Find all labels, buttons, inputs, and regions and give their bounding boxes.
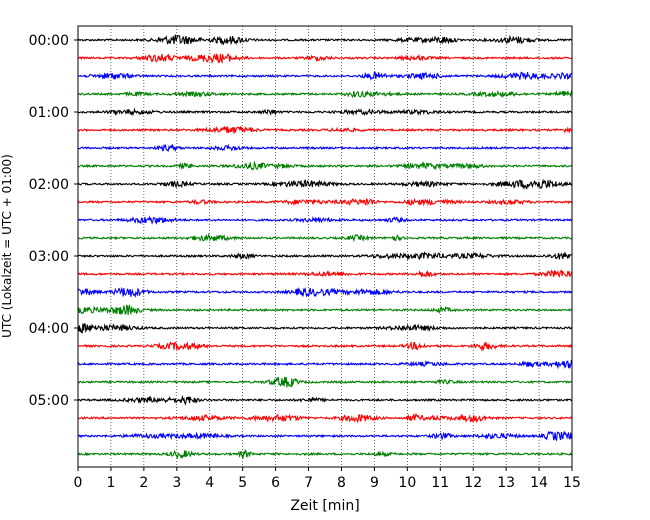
trace-row-21 (77, 413, 573, 424)
y-tick-label: 00:00 (29, 33, 69, 49)
x-tick-label: 12 (464, 475, 482, 491)
trace-row-2 (77, 71, 573, 81)
x-tick-label: 13 (497, 475, 515, 491)
trace-row-12 (77, 251, 573, 261)
trace-row-14 (77, 286, 573, 299)
x-tick-label: 4 (205, 475, 214, 491)
trace-row-22 (77, 430, 573, 442)
trace-row-16 (77, 323, 573, 334)
x-tick-label: 5 (238, 475, 247, 491)
x-tick-label: 0 (74, 475, 83, 491)
x-tick-label: 3 (172, 475, 181, 491)
plot-frame (77, 25, 573, 468)
x-tick-label: 15 (563, 475, 581, 491)
trace-row-11 (77, 232, 573, 243)
trace-row-15 (77, 304, 573, 316)
trace-row-5 (77, 125, 573, 134)
x-axis-label: Zeit [min] (290, 498, 359, 514)
trace-row-9 (77, 197, 573, 207)
y-axis-ticks: 00:00 01:00 02:00 03:00 04:00 05:00 (29, 33, 78, 409)
y-tick-label: 01:00 (29, 105, 69, 121)
x-tick-label: 1 (106, 475, 115, 491)
trace-row-18 (77, 359, 573, 370)
x-tick-label: 8 (337, 475, 346, 491)
trace-row-10 (77, 215, 573, 225)
trace-row-17 (77, 340, 573, 352)
trace-row-3 (77, 89, 573, 98)
y-tick-label: 02:00 (29, 177, 69, 193)
y-tick-label: 05:00 (29, 393, 69, 409)
y-tick-label: 03:00 (29, 249, 69, 265)
seismic-traces (77, 34, 573, 460)
x-tick-label: 10 (398, 475, 416, 491)
trace-row-4 (77, 107, 573, 117)
x-tick-label: 2 (139, 475, 148, 491)
x-tick-label: 11 (431, 475, 449, 491)
x-tick-label: 9 (370, 475, 379, 491)
trace-row-7 (77, 160, 573, 171)
trace-row-0 (77, 34, 573, 46)
x-tick-label: 7 (304, 475, 313, 491)
trace-row-23 (77, 449, 573, 460)
y-tick-label: 04:00 (29, 321, 69, 337)
trace-row-20 (77, 394, 573, 406)
y-axis-label: UTC (Lokalzeit = UTC + 01:00) (0, 154, 14, 338)
trace-row-13 (77, 269, 573, 279)
x-axis-ticks: 0 1 2 3 4 5 6 7 8 9 10 11 12 13 14 15 (74, 467, 581, 491)
trace-row-6 (77, 143, 573, 153)
trace-row-1 (77, 53, 573, 65)
trace-row-8 (77, 178, 573, 191)
trace-row-19 (77, 376, 573, 388)
x-tick-label: 14 (530, 475, 548, 491)
x-tick-label: 6 (271, 475, 280, 491)
